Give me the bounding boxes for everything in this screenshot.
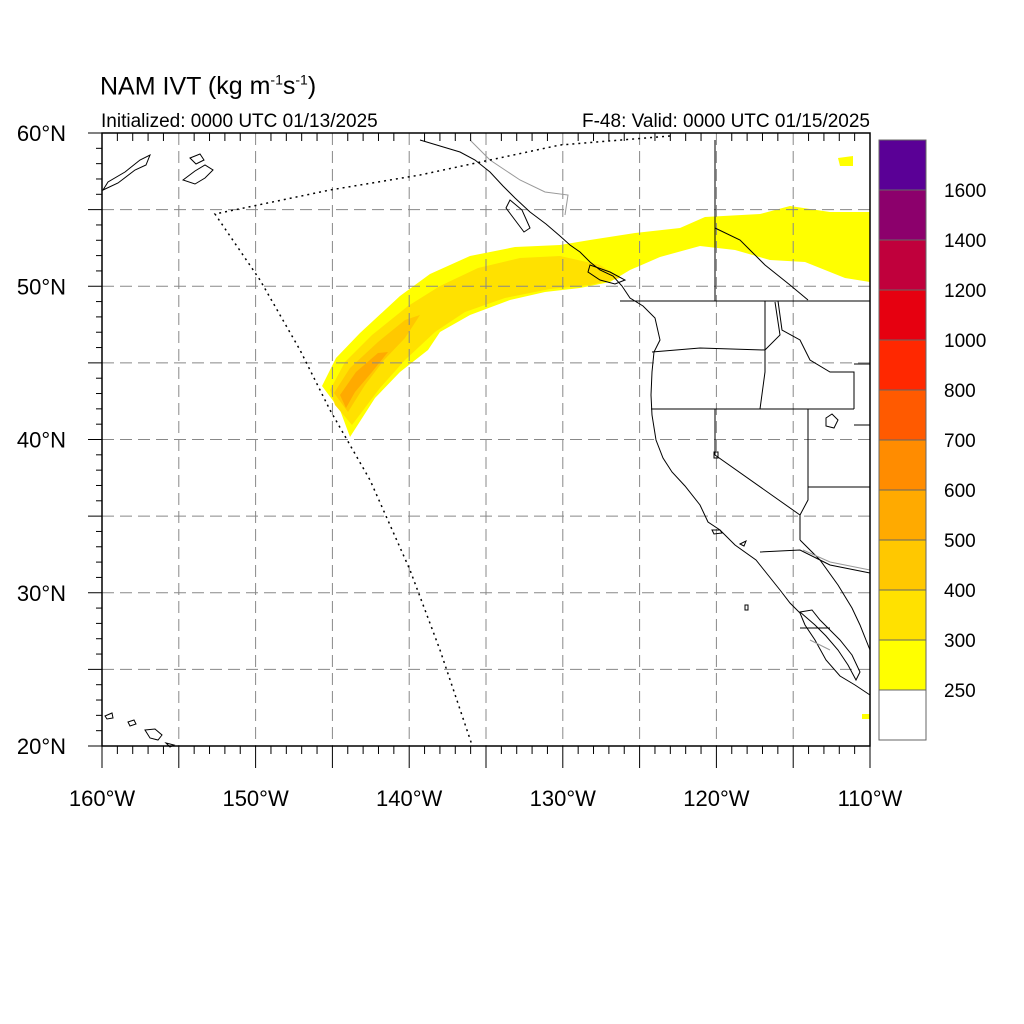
colorbar-label: 700 xyxy=(944,431,976,452)
graticule xyxy=(102,133,870,746)
colorbar-label: 1400 xyxy=(944,231,986,252)
domain-boundary xyxy=(213,135,671,746)
lon-tick-label: 150°W xyxy=(222,786,289,811)
colorbar-swatch xyxy=(878,639,927,691)
lon-tick-label: 140°W xyxy=(376,786,443,811)
border-id-mt xyxy=(777,300,855,409)
lat-tick-label: 20°N xyxy=(17,734,66,759)
page-title: NAM IVT (kg m-1s-1) xyxy=(100,72,316,101)
colorbar-label: 1000 xyxy=(944,331,986,352)
border-wa-or xyxy=(651,301,781,353)
lake-great-salt xyxy=(825,413,839,429)
lat-tick-label: 40°N xyxy=(17,428,66,453)
lon-tick-label: 130°W xyxy=(530,786,597,811)
border-az xyxy=(799,487,809,540)
border-us-mexico xyxy=(759,549,871,574)
colorbar-swatch xyxy=(878,539,927,591)
coastline-vancouver-island xyxy=(587,264,627,285)
lake-tahoe xyxy=(713,451,719,459)
units: (kg m-1s-1) xyxy=(207,72,317,101)
colorbar-swatch xyxy=(878,339,927,391)
colorbar-label: 1600 xyxy=(944,181,986,202)
ivt-level-250-patch-south xyxy=(862,714,870,719)
coastline-hawaii xyxy=(104,712,176,748)
border-nv-ut xyxy=(807,409,870,488)
colorbar-swatch xyxy=(878,139,927,191)
colorbar: 250 300 400 500 600 700 800 1000 1200 1400 1600 xyxy=(878,139,986,741)
coastline-alaska-islands xyxy=(181,153,214,185)
border-mt-wy xyxy=(854,363,870,426)
coastline-baja xyxy=(798,609,861,682)
initialized-label: Initialized: 0000 UTC 01/13/2025 xyxy=(101,111,378,132)
political-borders xyxy=(620,140,871,629)
ivt-shading xyxy=(322,156,870,719)
colorbar-swatch xyxy=(878,589,927,641)
map-axes: 160°W 150°W 140°W 130°W 120°W 110°W 60°N 50°N 40… xyxy=(17,121,903,811)
colorbar-swatch xyxy=(878,289,927,341)
valid-time-label: F-48: Valid: 0000 UTC 01/15/2025 xyxy=(582,111,870,132)
colorbar-swatch xyxy=(878,189,927,241)
border-or-id xyxy=(759,301,766,410)
colorbar-label: 500 xyxy=(944,531,976,552)
ivt-level-250 xyxy=(322,206,870,437)
colorbar-swatch xyxy=(878,689,927,741)
model-name: NAM xyxy=(100,72,156,101)
lat-tick-label: 60°N xyxy=(17,121,66,146)
coastlines xyxy=(101,139,871,748)
colorbar-swatch xyxy=(878,489,927,541)
ivt-level-500 xyxy=(340,352,388,408)
coastline-bc-alaska xyxy=(419,139,871,696)
lon-tick-label: 160°W xyxy=(69,786,136,811)
colorbar-label: 800 xyxy=(944,381,976,402)
colorbar-label: 250 xyxy=(944,681,976,702)
ivt-level-250-patch xyxy=(838,156,853,166)
lon-tick-label: 110°W xyxy=(838,786,903,811)
coastline-haida-gwaii xyxy=(505,199,531,233)
lat-tick-label: 30°N xyxy=(17,581,66,606)
lon-tick-label: 120°W xyxy=(683,786,750,811)
province-borders xyxy=(469,139,871,651)
colorbar-label: 300 xyxy=(944,631,976,652)
colorbar-swatch xyxy=(878,439,927,491)
border-ca-nv xyxy=(714,409,801,516)
colorbar-swatch xyxy=(878,389,927,441)
lat-tick-label: 50°N xyxy=(17,274,66,299)
coastline-channel-islands xyxy=(711,529,747,547)
border-bc-alberta xyxy=(714,227,809,301)
colorbar-label: 1200 xyxy=(944,281,986,302)
colorbar-label: 600 xyxy=(944,481,976,502)
border-mexico-states xyxy=(802,549,871,651)
coastline-guadalupe-island xyxy=(744,604,749,611)
colorbar-label: 400 xyxy=(944,581,976,602)
border-alaska-coast-range xyxy=(469,139,569,216)
coastline-alaska xyxy=(101,153,151,192)
variable-name: IVT xyxy=(162,72,201,101)
colorbar-swatch xyxy=(878,239,927,291)
